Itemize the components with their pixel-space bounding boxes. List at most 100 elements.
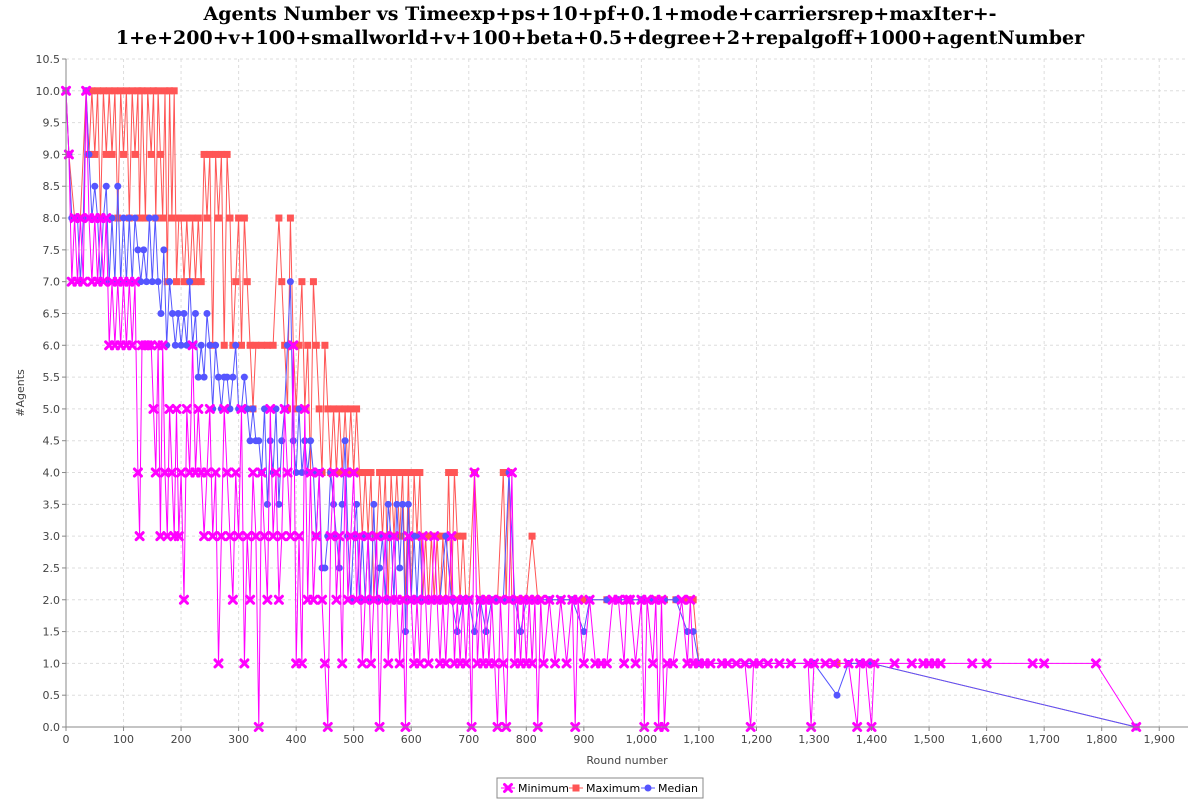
data-point-maximum [393,469,401,477]
data-point-minimum [296,658,307,669]
y-tick-label: 5.5 [43,371,61,384]
y-tick-label: 4.5 [43,435,61,448]
data-point-minimum [860,658,871,669]
data-point-minimum [345,531,356,542]
marker-stroke [463,594,474,605]
data-point-maximum [275,214,283,222]
x-axis-title: Round number [586,754,668,767]
marker-stroke [935,658,946,669]
marker-stroke [132,467,143,478]
data-point-minimum [935,658,946,669]
data-point-median [125,214,133,222]
data-point-median [174,309,182,317]
data-point-minimum [377,594,388,605]
data-point-minimum [578,658,589,669]
marker-stroke [647,658,658,669]
marker-stroke [268,531,279,542]
data-point-minimum [207,531,218,542]
data-point-minimum [308,594,319,605]
data-point-maximum [445,469,453,477]
data-point-minimum [288,340,299,351]
x-tick-label: 900 [573,733,594,746]
data-point-minimum [148,403,159,414]
data-point-median [229,373,237,381]
data-point-minimum [613,594,624,605]
marker-stroke [504,594,515,605]
data-point-median [203,309,211,317]
marker-stroke [162,531,173,542]
data-point-maximum [361,469,369,477]
marker-stroke [340,467,351,478]
marker-stroke [388,531,399,542]
data-point-maximum [117,87,125,95]
marker-stroke [146,340,157,351]
chart-title: Agents Number vs Timeexp+ps+10+pf+0.1+mo… [0,2,1200,50]
data-point-median [286,278,294,286]
data-point-maximum [330,405,338,413]
data-point-minimum [146,340,157,351]
marker-stroke [685,594,696,605]
legend-marker-maximum [572,784,580,792]
data-point-minimum [460,658,471,669]
y-tick-label: 7.0 [43,276,61,289]
marker-stroke [377,594,388,605]
marker-stroke [429,531,440,542]
marker-stroke [363,531,374,542]
data-point-minimum [328,467,339,478]
data-point-minimum [282,467,293,478]
data-point-maximum [269,341,277,349]
data-point-minimum [78,276,89,287]
data-point-median [246,437,254,445]
marker-stroke [311,531,322,542]
data-point-minimum [967,658,978,669]
data-point-maximum [105,87,113,95]
data-point-median [517,628,525,636]
data-point-minimum [630,658,641,669]
data-point-minimum [239,658,250,669]
data-point-minimum [388,531,399,542]
data-point-minimum [463,594,474,605]
data-point-minimum [130,276,141,287]
marker-stroke [440,658,451,669]
data-point-minimum [829,658,840,669]
data-point-maximum [353,405,361,413]
data-point-maximum [298,278,306,286]
data-point-maximum [226,214,234,222]
data-point-maximum [433,532,441,540]
marker-stroke [227,594,238,605]
data-point-median [143,278,151,286]
data-point-maximum [387,469,395,477]
data-point-maximum [321,341,329,349]
data-point-maximum [91,150,99,158]
marker-stroke [495,594,506,605]
marker-stroke [860,658,871,669]
data-point-maximum [332,469,340,477]
legend-label-median: Median [658,782,698,795]
data-point-maximum [528,532,536,540]
legend-marker-minimum [503,783,513,793]
x-tick-label: 1,900 [1143,733,1175,746]
marker-stroke [820,658,831,669]
marker-stroke [201,467,212,478]
data-point-minimum [134,531,145,542]
marker-stroke [411,594,422,605]
data-point-minimum [584,594,595,605]
marker-stroke [506,467,517,478]
data-point-maximum [347,405,355,413]
data-point-median [154,278,162,286]
y-tick-label: 5.0 [43,403,61,416]
marker-stroke [967,658,978,669]
data-point-maximum [212,150,220,158]
data-point-minimum [262,594,273,605]
data-point-median [145,214,153,222]
data-point-maximum [120,150,128,158]
data-point-maximum [399,469,407,477]
marker-stroke [469,467,480,478]
marker-stroke [178,594,189,605]
y-tick-label: 0.5 [43,689,61,702]
data-point-median [108,214,116,222]
x-tick-label: 100 [113,733,134,746]
marker-stroke [245,594,256,605]
data-point-median [376,564,384,572]
marker-stroke [731,658,742,669]
